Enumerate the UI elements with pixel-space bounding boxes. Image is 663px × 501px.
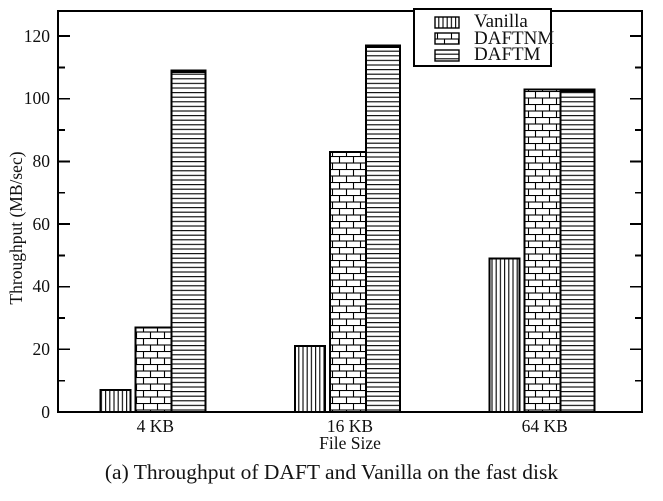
plot-frame [57,10,643,413]
y-tick-label-120: 120 [23,25,50,46]
axes-frame [57,10,643,413]
bar-top-cap [170,69,207,74]
bar-daftnm-4-kb [134,326,173,413]
legend-swatch-vanilla-icon [434,16,460,29]
x-tick-label-4-kb: 4 KB [136,416,175,436]
bar-top-cap [559,88,596,92]
bars-layer [99,44,596,413]
y-tick-label-40: 40 [32,276,51,297]
bar-top-cap [365,44,401,48]
bar-daftm-16-kb [365,44,401,413]
y-tick-label-60: 60 [32,213,51,234]
legend-label-vanilla: Vanilla [474,11,528,33]
legend-label-daftnm: DAFTNM [474,27,555,49]
legend: Vanilla DAFTNM DAFTM [413,8,554,67]
legend-item-daftnm: DAFTNM [434,29,554,48]
legend-item-daftm: DAFTM [434,44,550,66]
bar-daftm-4-kb [170,69,207,413]
bar-daftnm-16-kb [329,150,367,413]
bar-vanilla-4-kb [99,389,132,413]
x-axis-title: File Size [319,433,381,453]
y-tick-label-80: 80 [32,150,51,171]
y-tick-label-20: 20 [32,338,51,359]
y-tick-label-0: 0 [41,401,50,422]
x-tick-label-64-kb: 64 KB [521,416,568,436]
y-tick-label-100: 100 [23,88,50,109]
legend-swatch-daftnm-icon [434,32,460,46]
legend-swatch-daftm-icon [434,49,460,62]
figure-caption: (a) Throughput of DAFT and Vanilla on th… [104,460,559,484]
bar-daftm-64-kb [559,88,596,413]
bar-daftnm-64-kb [523,88,562,413]
legend-item-vanilla: Vanilla [434,11,550,33]
x-tick-label-16-kb: 16 KB [326,416,374,436]
bar-vanilla-64-kb [488,257,521,413]
legend-label-daftm: DAFTM [474,44,541,66]
bar-chart [57,10,643,413]
bar-vanilla-16-kb [294,345,326,413]
